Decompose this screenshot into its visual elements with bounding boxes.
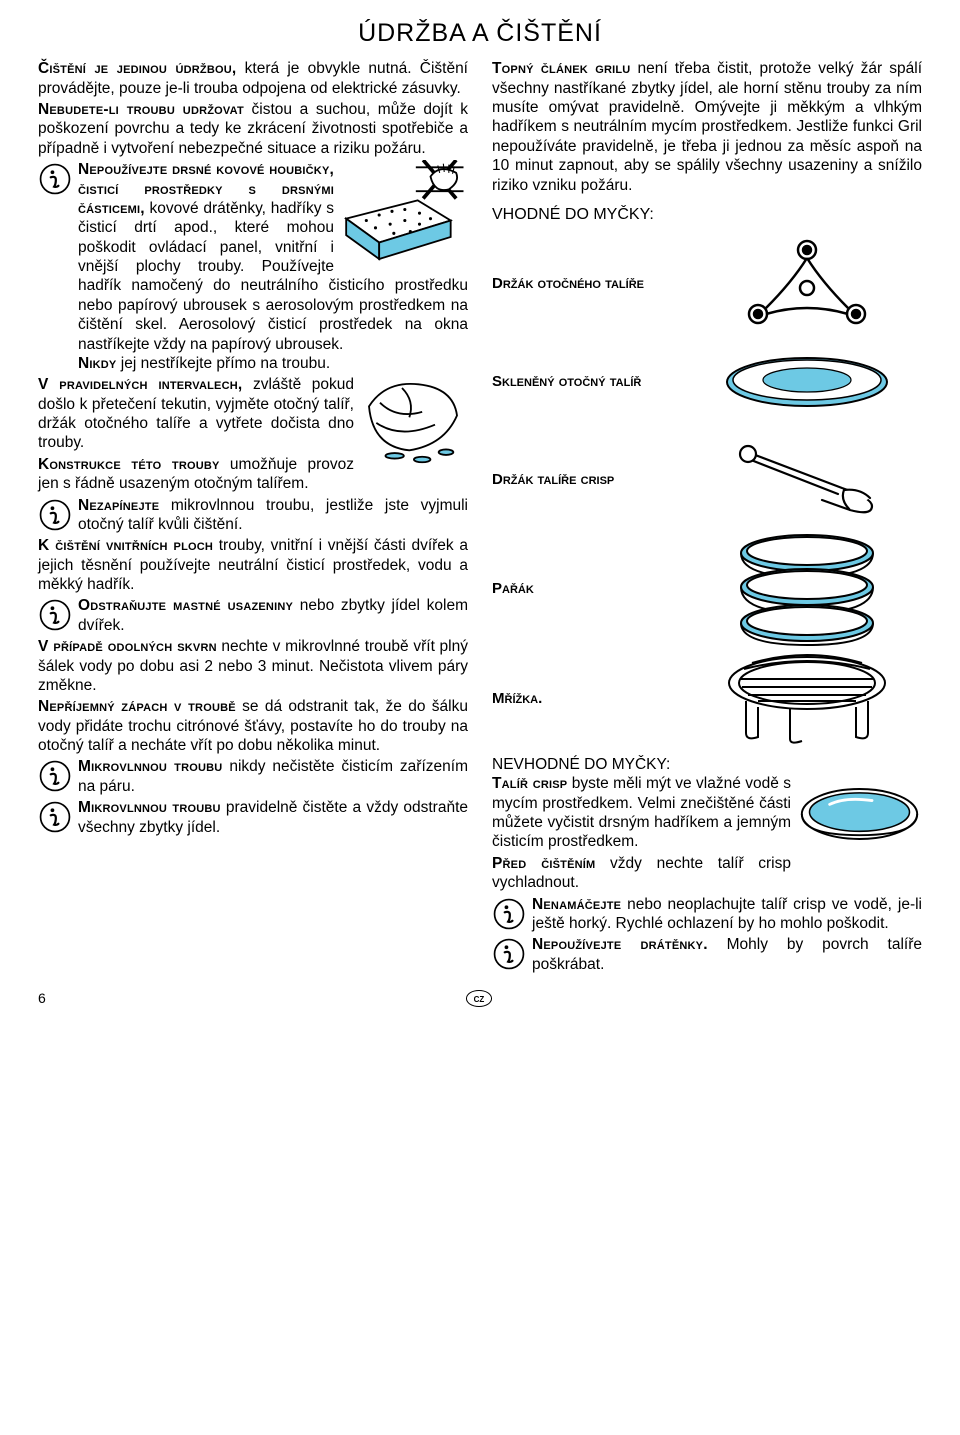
dw-row-turntable-support: Držák otočného talíře xyxy=(492,235,922,333)
info-no-steam: Mikrovlnnou troubu nikdy nečistěte čisti… xyxy=(38,757,468,796)
para-grill-element: Topný článek grilu není třeba čistit, pr… xyxy=(492,59,922,195)
dw-row-wire-rack: Mřížka. xyxy=(492,649,922,749)
steamer-illustration xyxy=(692,529,922,649)
not-dishwasher-title: NEVHODNÉ DO MYČKY: xyxy=(492,755,922,774)
info-icon xyxy=(38,800,72,834)
lead: Talíř crisp xyxy=(492,775,567,792)
info-icon xyxy=(492,897,526,931)
dw-label: Držák talíře crisp xyxy=(492,471,682,490)
info-body: Nepoužívejte drsné kovové houbičky, čist… xyxy=(78,160,468,373)
info-icon xyxy=(38,759,72,793)
lead: Nenamáčejte xyxy=(532,896,621,913)
lead: V případě odolných skvrn xyxy=(38,638,217,655)
info-body: Mikrovlnnou troubu nikdy nečistěte čisti… xyxy=(78,757,468,796)
wire-rack-illustration xyxy=(692,649,922,749)
lead: Nepoužívejte drátěnky. xyxy=(532,936,708,953)
para-stubborn-stains: V případě odolných skvrn nechte v mikrov… xyxy=(38,637,468,695)
info-icon xyxy=(38,162,72,196)
lead: Mikrovlnnou troubu xyxy=(78,758,222,775)
lead: Nezapínejte xyxy=(78,497,159,514)
dw-row-steamer: Pařák xyxy=(492,529,922,649)
left-column: Čištění je jedinou údržbou, která je obv… xyxy=(38,59,468,976)
dishwasher-safe-title: VHODNÉ DO MYČKY: xyxy=(492,205,922,225)
lead: Odstraňujte mastné usazeniny xyxy=(78,597,293,614)
dw-row-glass-turntable: Skleněný otočný talíř xyxy=(492,333,922,431)
lead: V pravidelných intervalech, xyxy=(38,376,242,393)
lead: K čištění vnitřních ploch xyxy=(38,537,213,554)
para-cleaning-only: Čištění je jedinou údržbou, která je obv… xyxy=(38,59,468,98)
para-crisp-plate: Talíř crisp byste měli mýt ve vlažné vod… xyxy=(492,774,922,852)
lead: Topný článek grilu xyxy=(492,60,630,77)
info-body: Nezapínejte mikrovlnnou troubu, jestliže… xyxy=(78,496,468,535)
footer: 6 cz xyxy=(38,990,922,1008)
language-badge: cz xyxy=(466,990,493,1007)
dw-label: Mřížka. xyxy=(492,690,682,709)
columns: Čištění je jedinou údržbou, která je obv… xyxy=(38,59,922,976)
turntable-support-illustration xyxy=(692,236,922,332)
para-odour: Nepříjemný zápach v troubě se dá odstran… xyxy=(38,697,468,755)
page-number: 6 xyxy=(38,990,46,1008)
lead: Konstrukce této trouby xyxy=(38,456,220,473)
crisp-handle-illustration xyxy=(692,440,922,520)
cloth-illustration xyxy=(358,375,468,467)
para-intervals: V pravidelných intervalech, zvláště poku… xyxy=(38,375,468,453)
info-no-steel-wool: Nepoužívejte drátěnky. Mohly by povrch t… xyxy=(492,935,922,974)
info-clean-regularly: Mikrovlnnou troubu pravidelně čistěte a … xyxy=(38,798,468,837)
lead2: Nikdy xyxy=(78,355,116,372)
info-icon xyxy=(38,498,72,532)
lead: Nebudete-li troubu udržovat xyxy=(38,101,244,118)
rest: není třeba čistit, protože velký žár spá… xyxy=(492,60,922,193)
info-dont-immerse: Nenamáčejte nebo neoplachujte talíř cris… xyxy=(492,895,922,934)
dw-row-crisp-handle: Držák talíře crisp xyxy=(492,431,922,529)
sponge-brush-illustration xyxy=(338,160,468,270)
info-icon xyxy=(38,598,72,632)
dw-label: Držák otočného talíře xyxy=(492,275,682,294)
info-body: Mikrovlnnou troubu pravidelně čistěte a … xyxy=(78,798,468,837)
info-icon xyxy=(492,937,526,971)
info-dont-run-empty: Nezapínejte mikrovlnnou troubu, jestliže… xyxy=(38,496,468,535)
dishwasher-safe-list: Držák otočného talíře xyxy=(492,235,922,749)
info-grease: Odstraňujte mastné usazeniny nebo zbytky… xyxy=(38,596,468,635)
lead: Čištění je jedinou údržbou, xyxy=(38,60,236,77)
rest2: jej nestříkejte přímo na troubu. xyxy=(116,355,330,372)
crisp-plate-illustration xyxy=(797,774,922,854)
lead: Mikrovlnnou troubu xyxy=(78,799,221,816)
lead: Nepříjemný zápach v troubě xyxy=(38,698,236,715)
lead: Před čištěním xyxy=(492,855,595,872)
para-before-cleaning: Před čištěním vždy nechte talíř crisp vy… xyxy=(492,854,922,893)
info-body: Nenamáčejte nebo neoplachujte talíř cris… xyxy=(532,895,922,934)
glass-turntable-illustration xyxy=(692,354,922,410)
para-inner-surfaces: K čištění vnitřních ploch trouby, vnitřn… xyxy=(38,536,468,594)
para-keep-clean: Nebudete-li troubu udržovat čistou a suc… xyxy=(38,100,468,158)
dw-label: Skleněný otočný talíř xyxy=(492,373,682,392)
page-title: ÚDRŽBA A ČIŠTĚNÍ xyxy=(38,18,922,49)
info-body: Nepoužívejte drátěnky. Mohly by povrch t… xyxy=(532,935,922,974)
info-body: Odstraňujte mastné usazeniny nebo zbytky… xyxy=(78,596,468,635)
info-abrasives: Nepoužívejte drsné kovové houbičky, čist… xyxy=(38,160,468,373)
right-column: Topný článek grilu není třeba čistit, pr… xyxy=(492,59,922,976)
dw-label: Pařák xyxy=(492,580,682,599)
